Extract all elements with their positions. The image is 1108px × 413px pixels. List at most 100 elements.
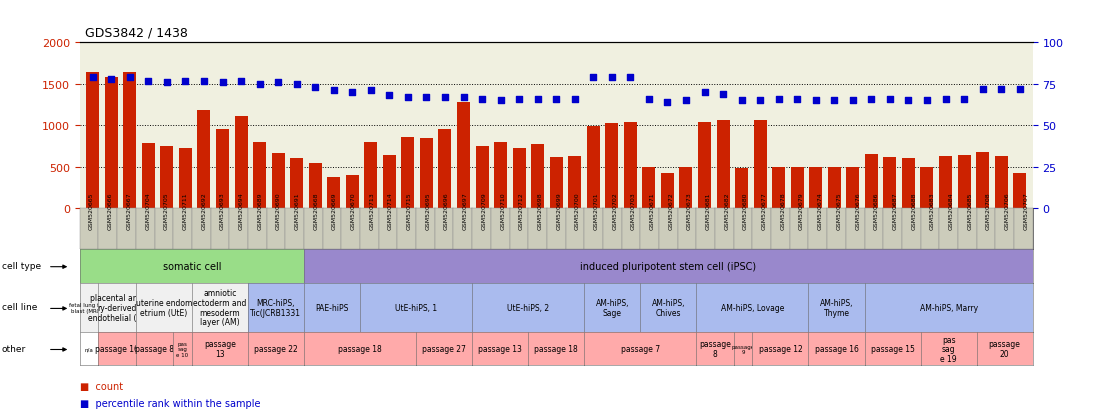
Text: GSM520679: GSM520679 [799, 192, 804, 230]
Bar [940, 157, 952, 209]
Text: UtE-hiPS, 2: UtE-hiPS, 2 [507, 303, 550, 312]
Text: GSM520677: GSM520677 [761, 192, 767, 230]
Text: GDS3842 / 1438: GDS3842 / 1438 [85, 26, 188, 39]
Point [715, 91, 732, 98]
Text: GSM520685: GSM520685 [967, 192, 972, 229]
Text: uterine endom
etrium (UtE): uterine endom etrium (UtE) [135, 298, 192, 317]
Text: passage 12: passage 12 [759, 344, 802, 354]
Bar [161, 147, 173, 209]
Bar [197, 111, 211, 209]
Text: GSM520715: GSM520715 [407, 192, 412, 229]
Point [844, 98, 862, 104]
Bar [624, 123, 637, 209]
Point [380, 93, 398, 100]
Text: GSM520712: GSM520712 [519, 192, 524, 230]
Text: GSM520698: GSM520698 [537, 192, 543, 229]
Point [696, 90, 714, 96]
Text: UtE-hiPS, 1: UtE-hiPS, 1 [396, 303, 438, 312]
Bar [643, 167, 656, 209]
Point [974, 86, 992, 93]
Text: GSM520690: GSM520690 [276, 192, 281, 229]
Text: passage
20: passage 20 [988, 339, 1020, 358]
Bar [494, 142, 507, 209]
Point [825, 98, 843, 104]
Text: GSM520708: GSM520708 [986, 192, 991, 229]
Point [677, 98, 695, 104]
Point [770, 96, 788, 103]
Bar [531, 145, 544, 209]
Bar [309, 164, 321, 209]
Text: GSM520703: GSM520703 [630, 192, 636, 230]
Point [900, 98, 917, 104]
Bar [717, 121, 729, 209]
Point [622, 75, 639, 81]
Point [511, 96, 529, 103]
Text: somatic cell: somatic cell [163, 261, 222, 271]
Point [195, 78, 213, 85]
Text: GSM520707: GSM520707 [1024, 192, 1028, 230]
Bar [661, 174, 674, 209]
Point [936, 96, 954, 103]
Bar [847, 167, 860, 209]
Text: pas
sag
e 10: pas sag e 10 [176, 341, 188, 357]
Text: GSM520675: GSM520675 [837, 192, 841, 229]
Point [306, 85, 324, 91]
Text: cell line: cell line [1, 302, 37, 311]
Bar [401, 138, 414, 209]
Text: passage 16: passage 16 [814, 344, 859, 354]
Text: GSM520681: GSM520681 [706, 192, 710, 229]
Text: GSM520666: GSM520666 [107, 192, 113, 229]
Bar [735, 169, 748, 209]
Bar [976, 152, 989, 209]
Text: fetal lung fibro
blast (MRC-5): fetal lung fibro blast (MRC-5) [69, 302, 110, 313]
Point [584, 75, 602, 81]
Point [437, 95, 454, 101]
Point [454, 95, 472, 101]
Text: AM-hiPS,
Thyme: AM-hiPS, Thyme [820, 298, 853, 317]
Bar [290, 159, 304, 209]
Text: AM-hiPS,
Chives: AM-hiPS, Chives [652, 298, 685, 317]
Bar [346, 176, 359, 209]
Bar [902, 158, 915, 209]
Text: cell type: cell type [1, 261, 41, 270]
Text: GSM520705: GSM520705 [164, 192, 168, 229]
Point [862, 96, 880, 103]
Text: amniotic
ectoderm and
mesoderm
layer (AM): amniotic ectoderm and mesoderm layer (AM… [193, 289, 247, 327]
Bar [605, 123, 618, 209]
Bar [253, 142, 266, 209]
Point [1010, 86, 1028, 93]
Point [140, 78, 157, 85]
Text: passage 18: passage 18 [534, 344, 578, 354]
Text: passage 22: passage 22 [254, 344, 298, 354]
Text: passage
8: passage 8 [699, 339, 731, 358]
Text: GSM520714: GSM520714 [388, 192, 393, 230]
Text: AM-hiPS, Lovage: AM-hiPS, Lovage [720, 303, 784, 312]
Text: other: other [1, 344, 25, 353]
Text: ■  percentile rank within the sample: ■ percentile rank within the sample [80, 398, 260, 408]
Bar [791, 167, 803, 209]
Point [362, 88, 380, 95]
Point [473, 96, 491, 103]
Bar [679, 167, 692, 209]
Text: GSM520671: GSM520671 [649, 192, 655, 229]
Text: GSM520701: GSM520701 [594, 192, 598, 229]
Text: GSM520700: GSM520700 [575, 192, 579, 229]
Point [84, 75, 102, 81]
Point [955, 96, 973, 103]
Point [121, 75, 138, 81]
Point [492, 98, 510, 104]
Bar [86, 73, 100, 209]
Text: GSM520709: GSM520709 [482, 192, 486, 230]
Text: GSM520682: GSM520682 [725, 192, 729, 229]
Bar [698, 123, 711, 209]
Text: GSM520689: GSM520689 [257, 192, 263, 229]
Point [269, 80, 287, 86]
Text: GSM520672: GSM520672 [668, 192, 674, 230]
Text: passage 18: passage 18 [338, 344, 382, 354]
Bar [995, 157, 1007, 209]
Point [751, 98, 769, 104]
Bar [105, 78, 117, 209]
Bar [550, 157, 563, 209]
Text: GSM520713: GSM520713 [369, 192, 375, 230]
Point [418, 95, 435, 101]
